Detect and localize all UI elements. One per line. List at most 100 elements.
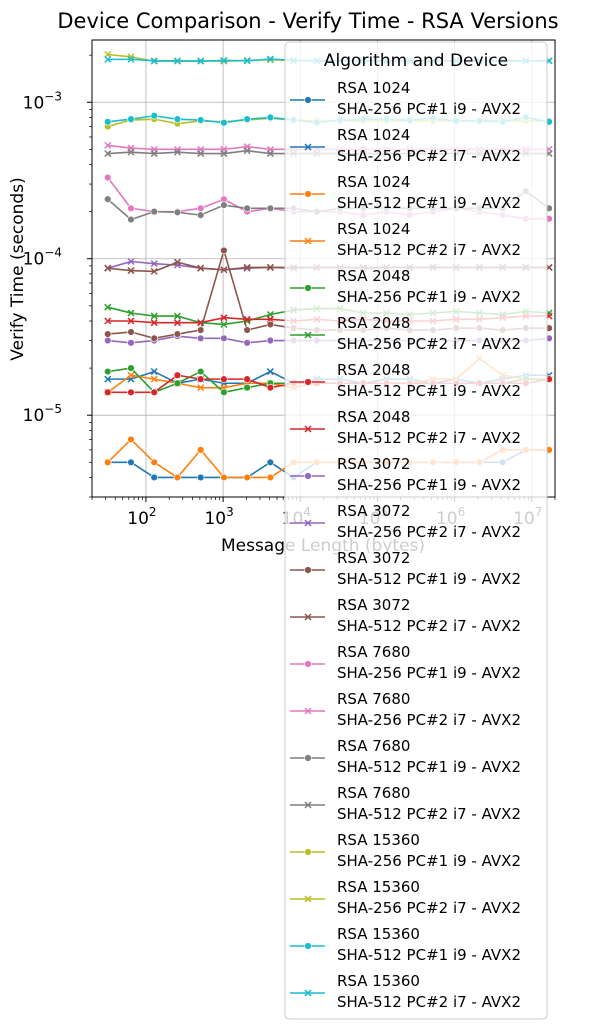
data-point [266, 263, 274, 271]
data-point [127, 267, 135, 275]
data-point [150, 388, 158, 397]
legend-marker [304, 190, 312, 198]
legend-label-line2: SHA-512 PC#2 i7 - AVX2 [337, 993, 521, 1011]
y-tick-exponent: −4 [44, 246, 62, 260]
legend-marker [304, 801, 312, 809]
data-point [150, 368, 158, 376]
data-point [197, 384, 205, 392]
y-tick-label: 10−3 [23, 89, 62, 113]
data-point [150, 267, 158, 275]
legend-item-2: RSA 1024 SHA-256 PC#2 i7 - AVX2 [290, 126, 521, 165]
legend-marker [304, 472, 312, 480]
y-tick-label: 10−5 [23, 402, 62, 426]
data-point [196, 446, 205, 454]
legend-label-line1: RSA 3072 [337, 596, 410, 614]
x-tick-label: 102 [127, 505, 156, 529]
data-point [173, 208, 182, 217]
legend-label-line2: SHA-256 PC#2 i7 - AVX2 [337, 147, 521, 165]
data-point [173, 319, 181, 327]
legend-marker [304, 284, 312, 292]
legend-item-15: RSA 7680 SHA-512 PC#1 i9 - AVX2 [290, 737, 521, 776]
legend-label-line1: RSA 15360 [337, 972, 420, 990]
data-point [243, 263, 251, 271]
legend-label-line2: SHA-256 PC#2 i7 - AVX2 [337, 335, 521, 353]
data-point [243, 115, 251, 123]
legend-label-line1: RSA 3072 [337, 549, 410, 567]
legend-label-line2: SHA-256 PC#1 i9 - AVX2 [337, 664, 521, 682]
legend-label-line2: SHA-512 PC#1 i9 - AVX2 [337, 758, 521, 776]
legend-label-line2: SHA-256 PC#2 i7 - AVX2 [337, 899, 521, 917]
legend-marker [304, 754, 312, 762]
data-point [196, 473, 205, 482]
legend-item-8: RSA 2048 SHA-512 PC#2 i7 - AVX2 [290, 408, 521, 447]
legend-marker [304, 660, 312, 668]
legend-item-17: RSA 15360 SHA-256 PC#1 i9 - AVX2 [290, 831, 521, 870]
legend-label-line2: SHA-512 PC#2 i7 - AVX2 [337, 241, 521, 259]
data-point [127, 328, 135, 336]
data-point [266, 55, 274, 63]
data-point [173, 57, 181, 65]
legend-marker [304, 331, 312, 339]
legend: Algorithm and Device RSA 1024 SHA-256 PC#… [284, 41, 548, 1020]
data-point [127, 115, 135, 123]
data-point [197, 57, 205, 65]
legend-label-line1: RSA 7680 [337, 690, 410, 708]
legend-marker [304, 566, 312, 574]
data-point [196, 326, 205, 334]
data-point [220, 334, 228, 343]
data-point [127, 309, 135, 317]
data-point [196, 367, 205, 376]
legend-label-line2: SHA-512 PC#1 i9 - AVX2 [337, 570, 521, 588]
data-point [104, 264, 112, 272]
legend-label-line1: RSA 2048 [337, 361, 410, 379]
data-point [150, 150, 158, 158]
data-point [127, 215, 135, 224]
data-point [173, 258, 181, 266]
legend-label-line1: RSA 2048 [337, 408, 410, 426]
data-point [243, 375, 251, 383]
legend-label-line1: RSA 7680 [337, 737, 410, 755]
data-point [173, 115, 182, 123]
data-point [127, 371, 135, 379]
data-point [150, 260, 158, 268]
data-point [150, 334, 158, 343]
legend-item-9: RSA 3072 SHA-256 PC#1 i9 - AVX2 [290, 455, 521, 494]
data-point [104, 317, 112, 325]
legend-label-line1: RSA 1024 [337, 220, 410, 238]
data-point [173, 473, 182, 482]
data-point [127, 339, 135, 347]
legend-label-line1: RSA 2048 [337, 314, 410, 332]
x-tick-exponent: 2 [149, 505, 157, 519]
legend-marker [304, 942, 312, 950]
legend-label-line1: RSA 7680 [337, 784, 410, 802]
legend-item-13: RSA 7680 SHA-256 PC#1 i9 - AVX2 [290, 643, 521, 682]
legend-label-line1: RSA 1024 [337, 173, 410, 191]
x-tick-exponent: 3 [226, 505, 234, 519]
legend-label-line2: SHA-512 PC#1 i9 - AVX2 [337, 382, 521, 400]
legend-label-line1: RSA 15360 [337, 831, 420, 849]
data-point [104, 150, 112, 158]
data-point [243, 147, 251, 155]
data-point [127, 458, 135, 466]
data-point [266, 383, 275, 392]
data-point [150, 112, 158, 120]
data-point [173, 379, 182, 387]
data-point [266, 368, 274, 376]
legend-marker [304, 989, 312, 997]
data-point [173, 145, 181, 153]
legend-label-line1: RSA 1024 [337, 79, 410, 97]
legend-marker [304, 378, 312, 386]
legend-items: RSA 1024 SHA-256 PC#1 i9 - AVX2 RSA 1024 SH… [290, 79, 521, 1011]
legend-marker [304, 96, 312, 104]
data-point [196, 204, 205, 213]
data-point [104, 55, 112, 63]
legend-label-line2: SHA-512 PC#1 i9 - AVX2 [337, 194, 521, 212]
data-point [127, 435, 135, 444]
data-point [220, 375, 228, 383]
data-point [104, 388, 112, 397]
x-tick-label: 103 [204, 505, 233, 529]
legend-marker [304, 425, 312, 433]
data-point [150, 57, 158, 65]
legend-item-7: RSA 2048 SHA-512 PC#1 i9 - AVX2 [290, 361, 521, 400]
